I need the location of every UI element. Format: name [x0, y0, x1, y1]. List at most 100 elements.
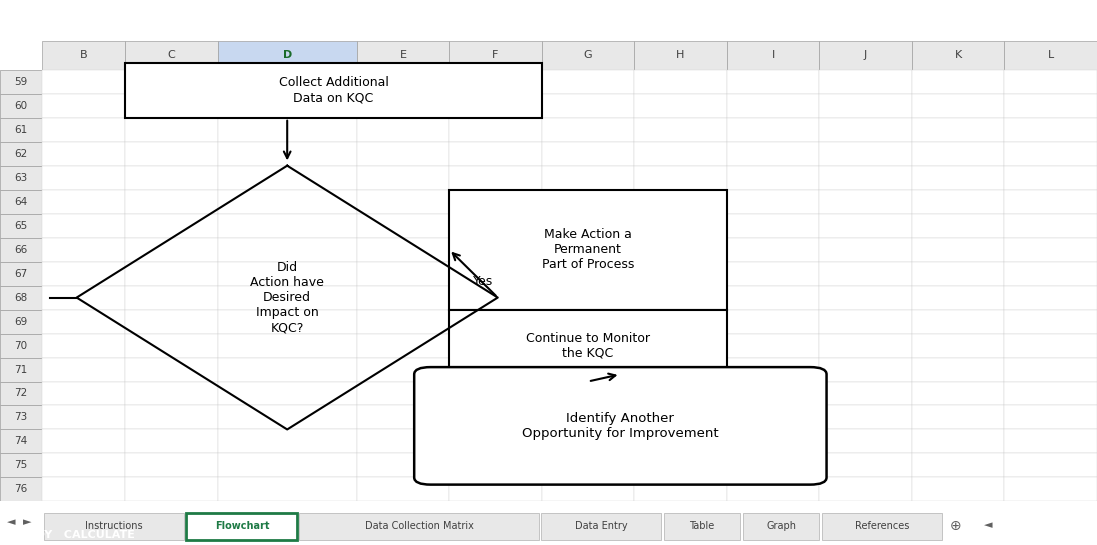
FancyBboxPatch shape — [819, 166, 912, 190]
FancyBboxPatch shape — [0, 382, 42, 405]
FancyBboxPatch shape — [449, 453, 542, 477]
Text: G: G — [584, 50, 592, 60]
FancyBboxPatch shape — [912, 358, 1005, 382]
FancyBboxPatch shape — [0, 429, 42, 453]
FancyBboxPatch shape — [357, 358, 449, 382]
FancyBboxPatch shape — [449, 334, 542, 358]
Text: 69: 69 — [14, 317, 27, 326]
Text: 64: 64 — [14, 197, 27, 207]
Text: 61: 61 — [14, 125, 27, 135]
Text: C: C — [168, 50, 176, 60]
FancyBboxPatch shape — [125, 429, 218, 453]
FancyBboxPatch shape — [357, 166, 449, 190]
FancyBboxPatch shape — [727, 262, 819, 286]
Text: Collect Additional
Data on KQC: Collect Additional Data on KQC — [279, 76, 388, 104]
FancyBboxPatch shape — [125, 310, 218, 334]
FancyBboxPatch shape — [542, 429, 634, 453]
Text: ◄: ◄ — [984, 520, 993, 530]
FancyBboxPatch shape — [42, 262, 125, 286]
FancyBboxPatch shape — [449, 166, 542, 190]
FancyBboxPatch shape — [634, 118, 727, 142]
FancyBboxPatch shape — [542, 94, 634, 118]
FancyBboxPatch shape — [727, 70, 819, 94]
FancyBboxPatch shape — [218, 166, 357, 190]
Text: 60: 60 — [14, 101, 27, 111]
FancyBboxPatch shape — [42, 429, 125, 453]
FancyBboxPatch shape — [819, 118, 912, 142]
FancyBboxPatch shape — [912, 477, 1005, 501]
FancyBboxPatch shape — [357, 118, 449, 142]
FancyBboxPatch shape — [1005, 238, 1097, 262]
FancyBboxPatch shape — [912, 238, 1005, 262]
Text: 72: 72 — [14, 389, 27, 398]
FancyBboxPatch shape — [1005, 41, 1097, 70]
FancyBboxPatch shape — [912, 118, 1005, 142]
FancyBboxPatch shape — [0, 453, 42, 477]
Text: 66: 66 — [14, 245, 27, 255]
FancyBboxPatch shape — [542, 142, 634, 166]
FancyBboxPatch shape — [218, 382, 357, 405]
FancyBboxPatch shape — [819, 429, 912, 453]
FancyBboxPatch shape — [727, 41, 819, 70]
FancyBboxPatch shape — [218, 262, 357, 286]
FancyBboxPatch shape — [125, 41, 218, 70]
FancyBboxPatch shape — [42, 214, 125, 238]
Text: Make Action a
Permanent
Part of Process: Make Action a Permanent Part of Process — [542, 228, 634, 271]
FancyBboxPatch shape — [1005, 453, 1097, 477]
Text: ⊞: ⊞ — [1074, 528, 1086, 542]
FancyBboxPatch shape — [727, 334, 819, 358]
FancyBboxPatch shape — [1005, 94, 1097, 118]
FancyBboxPatch shape — [42, 142, 125, 166]
FancyBboxPatch shape — [42, 70, 125, 94]
FancyBboxPatch shape — [125, 190, 218, 214]
FancyBboxPatch shape — [357, 94, 449, 118]
FancyBboxPatch shape — [42, 405, 125, 429]
FancyBboxPatch shape — [125, 214, 218, 238]
FancyBboxPatch shape — [1005, 166, 1097, 190]
FancyBboxPatch shape — [727, 358, 819, 382]
FancyBboxPatch shape — [0, 334, 42, 358]
FancyBboxPatch shape — [819, 477, 912, 501]
FancyBboxPatch shape — [819, 310, 912, 334]
FancyBboxPatch shape — [449, 142, 542, 166]
Text: E: E — [399, 50, 406, 60]
FancyBboxPatch shape — [0, 214, 42, 238]
FancyBboxPatch shape — [42, 41, 125, 70]
FancyBboxPatch shape — [634, 382, 727, 405]
FancyBboxPatch shape — [819, 142, 912, 166]
FancyBboxPatch shape — [449, 238, 542, 262]
FancyBboxPatch shape — [819, 453, 912, 477]
FancyBboxPatch shape — [542, 41, 634, 70]
FancyBboxPatch shape — [727, 286, 819, 310]
FancyBboxPatch shape — [819, 262, 912, 286]
FancyBboxPatch shape — [218, 358, 357, 382]
FancyBboxPatch shape — [42, 190, 125, 214]
FancyBboxPatch shape — [186, 513, 297, 540]
FancyBboxPatch shape — [449, 190, 727, 310]
FancyBboxPatch shape — [912, 214, 1005, 238]
FancyBboxPatch shape — [912, 453, 1005, 477]
Text: ⊕: ⊕ — [950, 518, 961, 532]
FancyBboxPatch shape — [449, 405, 542, 429]
FancyBboxPatch shape — [1005, 334, 1097, 358]
FancyBboxPatch shape — [912, 405, 1005, 429]
FancyBboxPatch shape — [125, 453, 218, 477]
FancyBboxPatch shape — [0, 166, 42, 190]
FancyBboxPatch shape — [218, 190, 357, 214]
FancyBboxPatch shape — [218, 310, 357, 334]
FancyBboxPatch shape — [449, 262, 542, 286]
FancyBboxPatch shape — [218, 334, 357, 358]
FancyBboxPatch shape — [218, 453, 357, 477]
FancyBboxPatch shape — [634, 334, 727, 358]
FancyBboxPatch shape — [1005, 477, 1097, 501]
FancyBboxPatch shape — [912, 41, 1005, 70]
FancyBboxPatch shape — [634, 142, 727, 166]
Text: Instructions: Instructions — [86, 520, 143, 530]
FancyBboxPatch shape — [357, 477, 449, 501]
FancyBboxPatch shape — [1005, 358, 1097, 382]
FancyBboxPatch shape — [0, 70, 42, 501]
FancyBboxPatch shape — [125, 142, 218, 166]
FancyBboxPatch shape — [357, 334, 449, 358]
FancyBboxPatch shape — [727, 142, 819, 166]
FancyBboxPatch shape — [449, 118, 542, 142]
